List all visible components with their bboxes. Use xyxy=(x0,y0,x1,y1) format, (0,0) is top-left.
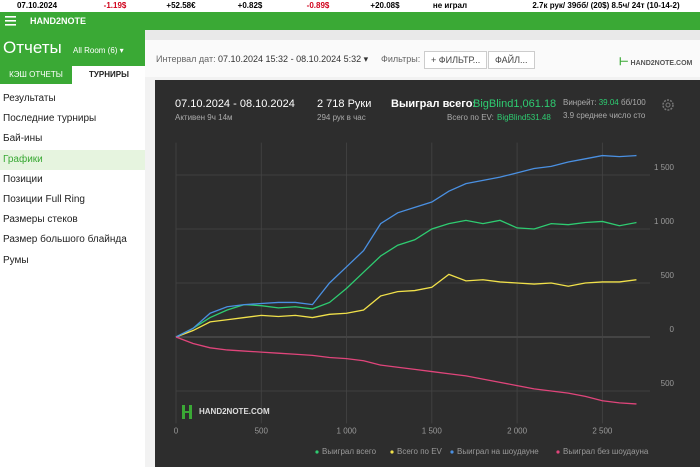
watermark-icon xyxy=(182,411,192,413)
stat-avg-tables: 3.9 среднее число сто xyxy=(563,111,646,120)
menu-item[interactable]: Позиции Full Ring xyxy=(3,194,85,205)
filter-button-text: ФИЛЬТР... xyxy=(438,55,481,65)
stat-active: Активен 9ч 14м xyxy=(175,113,233,122)
date-range[interactable]: 07.10.2024 15:32 - 08.10.2024 5:32 ▾ xyxy=(218,54,369,64)
top-bar-item: +20.08$ xyxy=(370,1,400,10)
toolbar: Интервал дат: 07.10.2024 15:32 - 08.10.2… xyxy=(145,40,700,77)
top-bar: 07.10.2024 -1.19$ +52.58€ +0.82$ -0.89$ +20.0… xyxy=(0,0,700,12)
top-bar-item: -0.89$ xyxy=(306,1,330,10)
series-line xyxy=(175,219,637,338)
x-tick-label: 500 xyxy=(255,427,269,436)
tab[interactable]: КЭШ ОТЧЕТЫ xyxy=(0,66,72,84)
top-bar-item: 2.7к рук/ 39бб/ (20$) 8.5ч/ 24т (10-14-2… xyxy=(532,1,680,10)
menu-item[interactable]: Результаты xyxy=(3,93,56,104)
legend-label: Выиграл всего xyxy=(322,447,377,456)
stat-hands: 2 718 Руки xyxy=(317,98,372,110)
y-tick-label: 1 000 xyxy=(654,217,675,226)
date-label: Интервал дат: xyxy=(156,54,216,64)
room-label: All Room (6) xyxy=(73,46,118,55)
winrate-unit: бб/100 xyxy=(620,98,646,107)
sidebar: Отчеты All Room (6) ▾ КЭШ ОТЧЕТЫ ТУРНИРЫ Р… xyxy=(0,30,145,467)
top-bar-item: -1.19$ xyxy=(103,1,127,10)
top-bar-item: +0.82$ xyxy=(237,1,263,10)
legend-label: Выиграл на шоудауне xyxy=(457,447,539,456)
settings-icon[interactable] xyxy=(661,98,675,112)
menu-item[interactable]: Позиции xyxy=(3,173,43,185)
y-tick-label: 500 xyxy=(661,271,675,280)
file-button[interactable]: ФАЙЛ... xyxy=(488,51,535,69)
y-tick-label: 500 xyxy=(661,379,675,388)
winrate-label: Винрейт: xyxy=(563,98,597,107)
filters-label: Фильтры: xyxy=(381,54,421,64)
logo: ⊢ HAND2NOTE.COM xyxy=(619,56,693,68)
series-line xyxy=(175,154,637,338)
logo-text: HAND2NOTE.COM xyxy=(630,60,693,67)
menu-item[interactable]: Графики xyxy=(0,149,145,170)
stat-won-label: Выиграл всего: xyxy=(391,98,477,110)
stat-hands-per-hour: 294 рук в час xyxy=(317,113,366,122)
stat-won-value: BigBlind1,061.18 xyxy=(473,98,557,110)
watermark: HAND2NOTE.COM xyxy=(199,407,270,416)
menu-item[interactable]: Румы xyxy=(3,254,29,266)
stat-ev-value: BigBlind531.48 xyxy=(497,113,551,122)
x-tick-label: 0 xyxy=(174,427,179,436)
series-line xyxy=(175,273,637,338)
sidebar-title: Отчеты xyxy=(3,38,62,57)
app-title: HAND2NOTE xyxy=(30,16,87,26)
app-header: HAND2NOTE xyxy=(0,12,700,30)
menu-item[interactable]: Бай-ины xyxy=(3,133,43,145)
series-line xyxy=(175,336,637,405)
chart-panel: 07.10.2024 - 08.10.2024 Активен 9ч 14м 2… xyxy=(155,80,700,467)
y-tick-label: 0 xyxy=(670,325,675,334)
legend-marker xyxy=(315,450,319,454)
menu-item[interactable]: Размеры стеков xyxy=(3,214,78,226)
legend-marker xyxy=(556,450,560,454)
legend-label: Всего по EV xyxy=(397,447,443,456)
top-bar-item: не играл xyxy=(432,1,468,10)
legend-marker xyxy=(450,450,454,454)
legend-marker xyxy=(390,450,394,454)
stat-ev-label: Всего по EV: xyxy=(447,113,494,122)
legend-label: Выиграл без шоудауна xyxy=(563,447,649,456)
sidebar-header: Отчеты All Room (6) ▾ xyxy=(0,30,145,66)
menu-icon[interactable] xyxy=(5,16,17,26)
top-bar-item: +52.58€ xyxy=(166,1,196,10)
menu-item[interactable]: Последние турниры xyxy=(3,113,97,125)
x-tick-label: 1 500 xyxy=(422,427,443,436)
tab[interactable]: ТУРНИРЫ xyxy=(73,66,145,84)
chart: 500 0 500 1 000 1 500 0 500 1 000 1 500 2 000 2 50… xyxy=(174,142,675,456)
date-range-text: 07.10.2024 15:32 - 08.10.2024 5:32 xyxy=(218,54,362,64)
room-select[interactable]: All Room (6) ▾ xyxy=(73,46,124,55)
x-tick-label: 2 000 xyxy=(507,427,528,436)
filter-button[interactable]: + ФИЛЬТР... xyxy=(424,51,488,69)
x-tick-label: 1 000 xyxy=(337,427,358,436)
stat-date-range: 07.10.2024 - 08.10.2024 xyxy=(175,98,295,110)
winrate-value: 39.04 xyxy=(598,98,619,107)
y-tick-label: 1 500 xyxy=(654,163,675,172)
top-bar-item: 07.10.2024 xyxy=(16,1,58,10)
menu-item[interactable]: Размер большого блайнда xyxy=(3,234,127,246)
winrate: Винрейт: 39.04 бб/100 xyxy=(563,98,653,107)
x-tick-label: 2 500 xyxy=(592,427,613,436)
